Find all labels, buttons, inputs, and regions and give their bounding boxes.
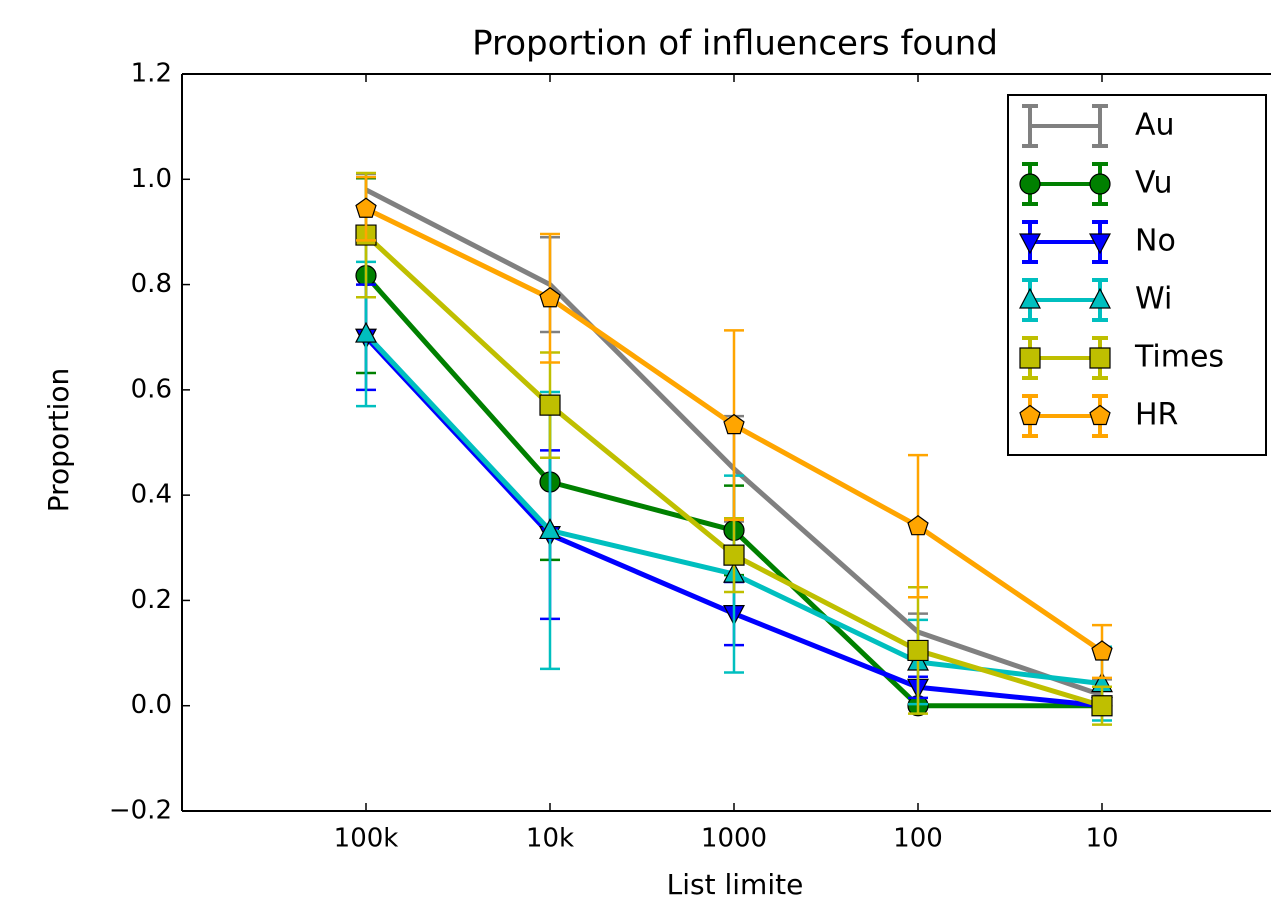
legend-label: No (1135, 224, 1176, 259)
x-tick-label: 10 (1085, 824, 1118, 854)
data-point (1091, 695, 1113, 717)
legend-label: HR (1135, 398, 1178, 433)
series (355, 171, 1113, 726)
legend-marker (1019, 173, 1041, 195)
legend-label: Au (1135, 108, 1175, 143)
legend-marker (1089, 347, 1111, 369)
legend-marker (1089, 173, 1111, 195)
data-point (539, 287, 561, 308)
series (355, 175, 1113, 680)
legend-label: Wi (1135, 282, 1172, 317)
y-tick-label: 0.6 (131, 374, 172, 404)
legend-marker (1019, 233, 1041, 255)
data-point (907, 639, 929, 662)
legend-marker (1019, 404, 1041, 426)
y-tick-label: 0.2 (131, 585, 172, 615)
x-axis-label: List limite (667, 868, 804, 901)
data-point (355, 321, 377, 343)
y-tick-label: 0.0 (131, 690, 172, 720)
data-point (723, 413, 745, 435)
data-point (539, 394, 561, 416)
legend-marker (1089, 287, 1111, 309)
y-tick-label: 0.4 (131, 480, 172, 510)
legend-swatch (1022, 104, 1108, 148)
data-point (723, 544, 745, 566)
data-point (539, 518, 561, 540)
legend-marker (1089, 404, 1111, 426)
y-tick-label: 1.0 (131, 164, 172, 194)
legend-marker (1019, 347, 1041, 369)
data-point (907, 514, 929, 536)
x-tick-label: 100k (334, 824, 399, 854)
y-tick-label: 0.8 (131, 269, 172, 299)
data-point (355, 197, 377, 218)
legend-label: Times (1134, 340, 1224, 375)
y-tick-label: −0.2 (109, 796, 172, 826)
data-point (1091, 640, 1113, 661)
x-tick-label: 10k (526, 824, 574, 854)
y-axis-label: Proportion (42, 368, 75, 512)
legend-marker (1089, 233, 1111, 255)
legend-label: Vu (1135, 166, 1173, 201)
x-tick-label: 100 (893, 824, 943, 854)
legend: Au Vu No Wi Times HR (1007, 94, 1267, 456)
x-tick-label: 1000 (701, 824, 767, 854)
legend-box (1007, 94, 1267, 456)
legend-marker (1019, 287, 1041, 309)
y-tick-label: 1.2 (131, 59, 172, 89)
chart-title: Proportion of influencers found (472, 24, 998, 64)
